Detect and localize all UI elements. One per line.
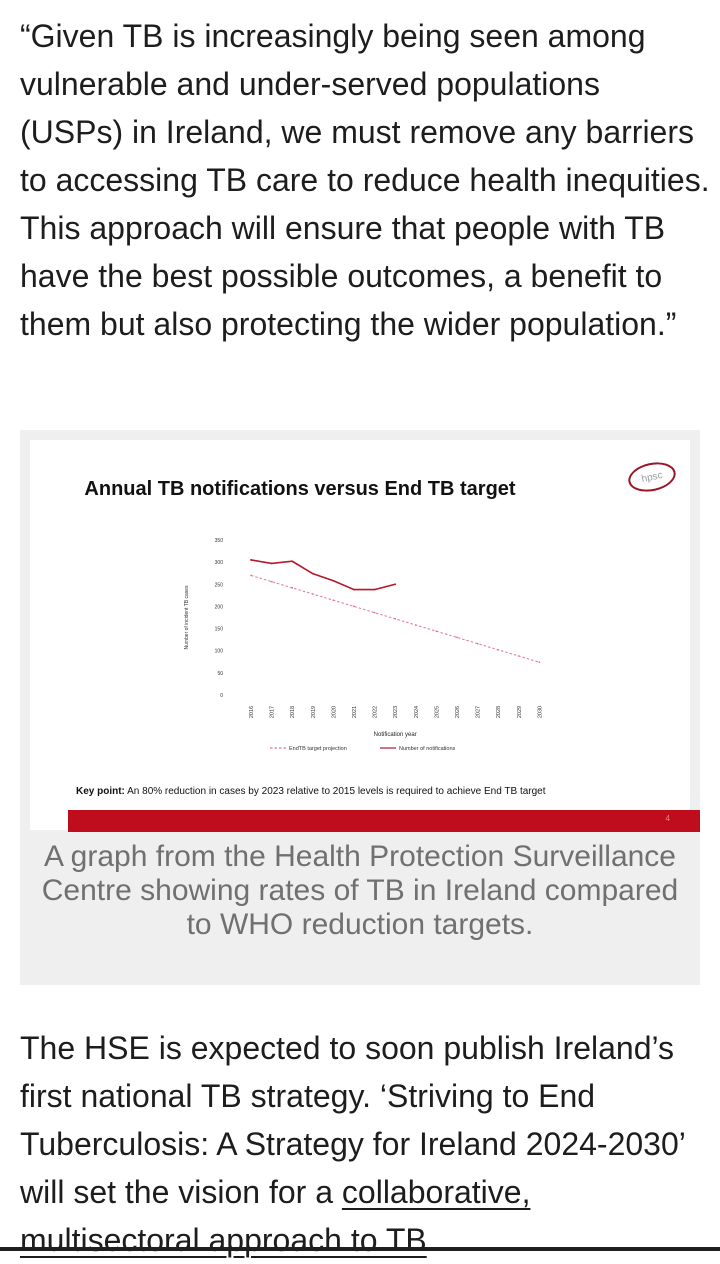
chart-slide: Annual TB notifications versus End TB ta… [30, 440, 700, 832]
target-point [311, 593, 314, 595]
chart-figure: Annual TB notifications versus End TB ta… [20, 430, 700, 985]
y-tick-label: 250 [215, 582, 224, 588]
body-paragraph: The HSE is expected to soon publish Irel… [20, 1024, 710, 1264]
notifications-line [250, 559, 396, 591]
key-point-text: Key point: An 80% reduction in cases by … [76, 786, 546, 797]
key-point-label: Key point: [76, 786, 125, 797]
x-axis-label: Notification year [374, 732, 417, 738]
x-tick-label: 2023 [393, 706, 399, 718]
key-point-body: An 80% reduction in cases by 2023 relati… [124, 786, 546, 797]
notification-point [291, 560, 294, 563]
x-tick-label: 2028 [496, 706, 502, 718]
target-point [270, 580, 273, 583]
x-tick-label: 2026 [455, 706, 461, 718]
x-tick-label: 2017 [270, 706, 276, 718]
chart-title: Annual TB notifications versus End TB ta… [84, 478, 516, 500]
figure-caption: A graph from the Health Protection Surve… [41, 840, 679, 941]
notification-point [311, 572, 314, 575]
y-tick-label: 100 [215, 649, 224, 655]
target-point [250, 574, 252, 577]
y-tick-label: 300 [215, 560, 224, 566]
x-tick-label: 2030 [537, 706, 543, 718]
x-tick-label: 2024 [414, 706, 420, 718]
notification-point [270, 562, 273, 565]
target-point [394, 617, 397, 620]
x-tick-label: 2018 [290, 706, 296, 718]
notification-point [353, 588, 355, 591]
target-point [497, 648, 500, 651]
target-point [414, 624, 417, 626]
bottom-divider [0, 1247, 720, 1251]
y-tick-label: 200 [215, 604, 224, 610]
target-point [456, 636, 458, 639]
quote-paragraph: “Given TB is increasingly being seen amo… [20, 18, 710, 342]
tb-line-chart: 0 50 100 150 200 250 300 350 Number of incident … [184, 538, 543, 752]
y-tick-label: 350 [215, 538, 224, 544]
target-point [373, 611, 376, 614]
notification-point [394, 583, 397, 586]
y-axis-label: Number of incident TB cases [184, 585, 190, 650]
target-point [353, 605, 355, 608]
target-point [517, 655, 520, 657]
notification-point [373, 588, 376, 591]
notification-point [250, 559, 252, 561]
target-point [538, 661, 541, 664]
x-tick-label: 2016 [249, 706, 255, 718]
target-point [291, 586, 294, 589]
body-paragraph-text: The HSE is expected to soon publish Irel… [20, 1030, 685, 1210]
y-tick-label: 50 [217, 671, 223, 677]
target-point [332, 599, 335, 602]
target-point [435, 630, 438, 633]
x-tick-label: 2020 [331, 706, 337, 718]
x-tick-label: 2029 [517, 706, 523, 718]
x-tick-label: 2021 [352, 706, 358, 718]
y-tick-label: 150 [215, 627, 224, 633]
legend-label: EndTB target projection [289, 746, 347, 752]
target-point [476, 642, 479, 645]
x-tick-label: 2025 [434, 706, 440, 718]
footer-red-bar: 4 [68, 810, 700, 832]
x-tick-label: 2019 [311, 706, 317, 718]
y-tick-label: 0 [220, 693, 223, 699]
notification-point [332, 579, 335, 582]
x-tick-label: 2027 [476, 706, 482, 718]
legend-label: Number of notifications [399, 746, 455, 752]
slide-number: 4 [665, 814, 670, 823]
x-tick-label: 2022 [373, 706, 379, 718]
